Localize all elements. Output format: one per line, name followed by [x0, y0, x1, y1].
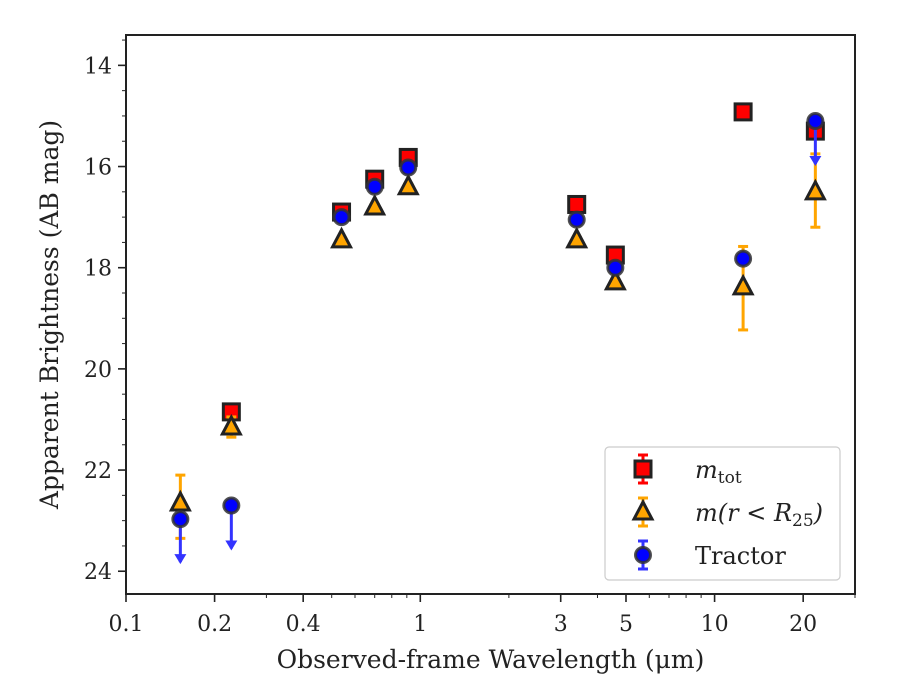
legend-box [604, 446, 841, 581]
mr25-marker [603, 268, 627, 291]
x-tick-label: 0.1 [109, 612, 144, 637]
legend-entry-2: Tractor [634, 539, 786, 571]
legend-entry-1: m(r < R25) [631, 496, 823, 531]
legend-tractor-marker [634, 546, 652, 564]
x-tick-label: 1 [413, 612, 427, 637]
legend-entry-0: mtot [633, 453, 742, 488]
x-tick-label: 0.2 [197, 612, 232, 637]
legend-mtot-marker [633, 459, 653, 479]
y-tick-label: 16 [84, 156, 112, 181]
mr25-marker [731, 273, 755, 296]
mr25-marker [803, 178, 827, 201]
tractor-marker [171, 510, 190, 529]
tractor-marker [567, 210, 586, 229]
axes: 14 16 18 20 22 24 0.1 0.2 0.4 1 3 5 10 20 Observed-fra… [35, 34, 856, 674]
x-axis-label: Observed-frame Wavelength (μm) [277, 645, 705, 674]
mr25-marker [168, 489, 192, 512]
upper-limit-arrow [809, 156, 822, 166]
tractor-marker [806, 112, 825, 130]
series-1 [168, 152, 827, 540]
tractor-marker [399, 158, 418, 177]
legend: mtot m(r < R25) Tractor [604, 446, 841, 581]
x-tick-label: 0.4 [286, 612, 321, 637]
legend-label: Tractor [695, 542, 786, 570]
tractor-marker [332, 208, 351, 227]
plot-frame [125, 34, 856, 595]
mr25-marker [363, 193, 387, 216]
series-2 [171, 112, 825, 565]
upper-limit-arrow [174, 554, 187, 565]
plot-marks [168, 102, 827, 565]
mr25-marker [565, 226, 589, 249]
legend-label: m(r < R25) [695, 499, 823, 531]
x-tick-label: 5 [619, 612, 633, 637]
y-tick-label: 24 [84, 560, 112, 585]
y-tick-label: 18 [84, 257, 112, 282]
legend-mr25-marker [631, 498, 655, 521]
upper-limit-arrow [225, 540, 238, 551]
y-axis-label: Apparent Brightness (AB mag) [35, 120, 64, 510]
legend-label: mtot [695, 456, 742, 488]
y-tick-label: 22 [84, 459, 112, 484]
x-tick-label: 20 [789, 612, 817, 637]
tractor-marker [606, 258, 625, 277]
mtot-marker [733, 102, 753, 122]
mr25-marker [396, 173, 420, 196]
mtot-marker [567, 194, 587, 214]
x-tick-label: 10 [701, 612, 729, 637]
tractor-marker [365, 177, 384, 196]
x-tick-label: 3 [554, 612, 568, 637]
mr25-marker [330, 226, 354, 249]
tractor-marker [734, 249, 753, 268]
tractor-marker [222, 496, 241, 515]
mr25-marker [219, 413, 243, 436]
y-tick-label: 20 [84, 358, 112, 383]
y-tick-label: 14 [84, 54, 112, 79]
